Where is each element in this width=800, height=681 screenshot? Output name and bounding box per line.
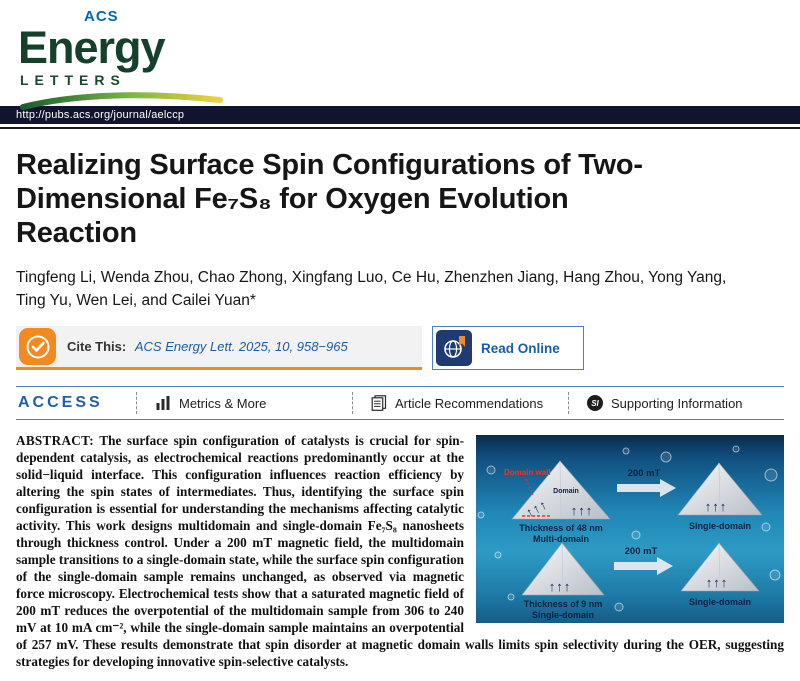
metrics-and-more-link[interactable]: Metrics & More [136, 392, 352, 415]
single-domain-bottom-left-label: Single-domain [532, 610, 594, 620]
cite-check-icon [19, 328, 56, 366]
access-strip: ACCESS Metrics & More Article Recommenda… [16, 386, 784, 421]
field-bottom-label: 200 mT [625, 546, 658, 557]
logo-swoosh-decoration [20, 92, 223, 110]
supporting-information-link[interactable]: SI Supporting Information [568, 392, 784, 415]
title-line-2: Dimensional Fe₇S₈ for Oxygen Evolution [16, 182, 569, 215]
author-list: Tingfeng Li, Wenda Zhou, Chao Zhong, Xin… [16, 266, 780, 313]
domain-label: Domain [553, 488, 579, 495]
upright-spin-arrows: ↑↑↑ [549, 579, 572, 594]
domain-wall-label: Domain wall [504, 468, 551, 477]
journal-url[interactable]: http://pubs.acs.org/journal/aelccp [16, 109, 185, 121]
bubbles-decoration [477, 445, 781, 612]
abstract-label: ABSTRACT: [16, 433, 94, 449]
si-icon: SI [587, 395, 603, 412]
thickness-9-label: Thickness of 9 nm [524, 599, 603, 609]
title-line-1: Realizing Surface Spin Configurations of… [16, 149, 643, 181]
article-title: Realizing Surface Spin Configurations of… [16, 149, 774, 251]
field-arrow-top: 200 mT [617, 468, 676, 498]
abstract-paragraph: ABSTRACT: The surface spin configuration… [16, 432, 784, 670]
acs-wordmark: ACS [84, 8, 119, 25]
journal-masthead: ACS Energy LETTERS [0, 0, 800, 110]
multi-domain-label: Multi-domain [533, 534, 589, 544]
access-link[interactable]: ACCESS [18, 394, 103, 412]
title-line-3: Reaction [16, 216, 137, 249]
header-divider [0, 127, 800, 129]
thin-nanosheet: ↑↑↑ [521, 542, 605, 596]
read-online-label: Read Online [481, 340, 560, 356]
authors-line-1: Tingfeng Li, Wenda Zhou, Chao Zhong, Xin… [16, 268, 727, 286]
multidomain-nanosheet: ↑↑↑ ↑↑↑ Domain Domain wall [504, 460, 611, 520]
journal-name: Energy [18, 22, 166, 73]
journal-subname: LETTERS [20, 72, 126, 88]
journal-logo[interactable]: ACS Energy LETTERS [18, 8, 800, 113]
metrics-label: Metrics & More [179, 395, 267, 411]
cite-this-section[interactable]: Cite This: ACS Energy Lett. 2025, 10, 95… [16, 326, 422, 371]
single-domain-nanosheet-bottom: ↑↑↑ [680, 542, 760, 592]
single-domain-nanosheet-top: ↑↑↑ [677, 462, 763, 516]
upright-spin-arrows: ↑↑↑ [706, 575, 729, 590]
field-arrow-bottom: 200 mT [614, 546, 673, 576]
article-recommendations-link[interactable]: Article Recommendations [352, 392, 568, 415]
read-online-button[interactable]: Read Online [432, 326, 584, 371]
single-domain-bottom-right-label: Single-domain [689, 597, 751, 607]
graphical-abstract: ↑↑↑ ↑↑↑ Domain Domain wall Thickness of … [476, 435, 784, 624]
journal-url-bar[interactable]: http://pubs.acs.org/journal/aelccp [0, 106, 800, 124]
recommendations-label: Article Recommendations [395, 395, 544, 411]
article-icon [371, 395, 387, 412]
single-domain-top-label: Single-domain [689, 521, 751, 531]
citation-bar: Cite This: ACS Energy Lett. 2025, 10, 95… [16, 326, 784, 371]
cite-this-label: Cite This: [67, 339, 127, 355]
abstract-section: ↑↑↑ ↑↑↑ Domain Domain wall Thickness of … [16, 432, 784, 670]
upright-spin-arrows: ↑↑↑ [571, 503, 594, 518]
bar-chart-icon [156, 396, 170, 411]
globe-icon [436, 330, 472, 367]
field-top-label: 200 mT [628, 468, 661, 479]
supporting-info-label: Supporting Information [611, 395, 743, 411]
upright-spin-arrows: ↑↑↑ [705, 499, 728, 514]
thickness-48-label: Thickness of 48 nm [519, 523, 603, 533]
citation-reference[interactable]: ACS Energy Lett. 2025, 10, 958−965 [134, 339, 348, 355]
abstract-body: The surface spin configuration of cataly… [16, 433, 784, 670]
authors-line-2: Ting Yu, Wen Lei, and Cailei Yuan* [16, 292, 256, 310]
